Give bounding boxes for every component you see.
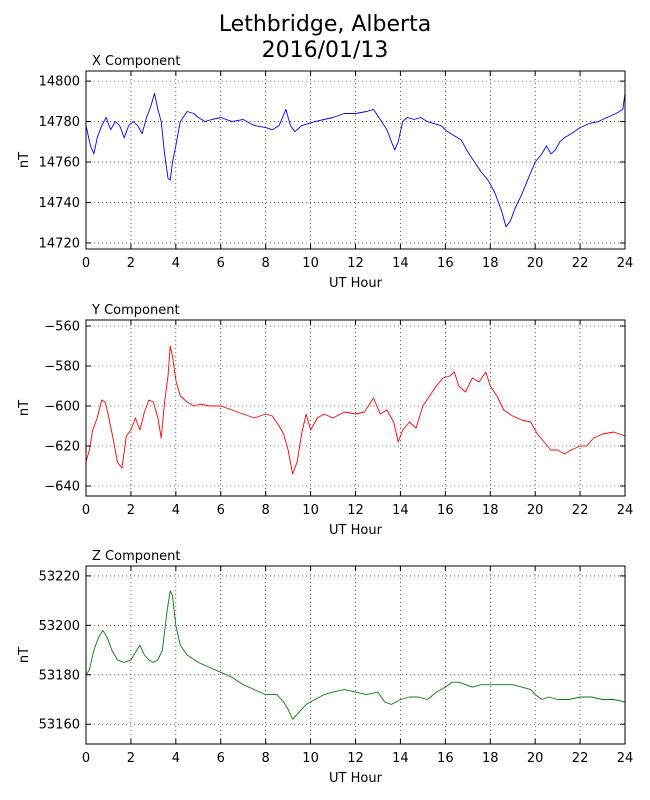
x-xtick-label: 14 [392,256,409,271]
z-xtick-label: 24 [617,751,634,766]
x-xtick-label: 2 [127,256,135,271]
x-ytick-label: 14800 [39,75,80,90]
z-ytick-label: 53220 [39,569,80,584]
z-xtick-label: 12 [347,751,364,766]
y-xtick-label: 20 [527,503,544,518]
y-component-title: Y Component [91,303,180,318]
x-xtick-label: 0 [82,256,90,271]
y-yaxis-label: nT [17,400,32,416]
y-xtick-label: 16 [437,503,454,518]
z-xtick-label: 18 [482,751,499,766]
x-ytick-label: 14720 [39,236,80,251]
z-component-title: Z Component [92,549,181,564]
z-xtick-label: 20 [527,751,544,766]
z-xtick-label: 0 [82,751,90,766]
x-component-series-line [85,92,626,228]
x-xtick-label: 18 [482,256,499,271]
x-xtick-label: 10 [302,256,319,271]
z-ytick-label: 53180 [39,668,80,683]
x-ytick-label: 14740 [39,196,80,211]
z-xtick-label: 16 [437,751,454,766]
x-xtick-label: 24 [617,256,634,271]
y-xaxis-label: UT Hour [329,523,383,538]
y-ytick-label: −640 [44,480,80,495]
z-xtick-label: 4 [172,751,180,766]
y-component-series-line [85,345,626,475]
y-xtick-label: 22 [572,503,589,518]
x-xtick-label: 4 [172,256,180,271]
y-ytick-label: −580 [44,360,80,375]
y-xtick-label: 0 [82,503,90,518]
y-ytick-label: −560 [44,320,80,335]
x-xtick-label: 16 [437,256,454,271]
y-ytick-label: −620 [44,440,80,455]
x-xtick-label: 6 [217,256,225,271]
x-ytick-label: 14760 [39,156,80,171]
y-xtick-label: 10 [302,503,319,518]
x-component-title: X Component [92,54,181,69]
z-xtick-label: 8 [262,751,270,766]
z-xtick-label: 22 [572,751,589,766]
figure-title-location: Lethbridge, Alberta [218,12,432,37]
y-xtick-label: 18 [482,503,499,518]
z-xtick-label: 10 [302,751,319,766]
x-yaxis-label: nT [17,152,32,168]
x-xtick-label: 22 [572,256,589,271]
z-yaxis-label: nT [17,647,32,663]
z-ytick-label: 53200 [39,619,80,634]
y-xtick-label: 2 [127,503,135,518]
y-xtick-label: 12 [347,503,364,518]
x-xtick-label: 12 [347,256,364,271]
x-ytick-label: 14780 [39,115,80,130]
y-ytick-label: −600 [44,400,80,415]
z-component-series-line [85,590,626,720]
y-xtick-label: 14 [392,503,409,518]
z-xtick-label: 2 [127,751,135,766]
z-xtick-label: 14 [392,751,409,766]
z-xaxis-label: UT Hour [329,771,383,786]
y-xtick-label: 4 [172,503,180,518]
y-xtick-label: 8 [262,503,270,518]
x-xaxis-label: UT Hour [329,276,383,291]
z-xtick-label: 6 [217,751,225,766]
figure-title-date: 2016/01/13 [261,38,389,63]
x-xtick-label: 20 [527,256,544,271]
y-xtick-label: 24 [617,503,634,518]
x-xtick-label: 8 [262,256,270,271]
y-xtick-label: 6 [217,503,225,518]
z-ytick-label: 53160 [39,718,80,733]
